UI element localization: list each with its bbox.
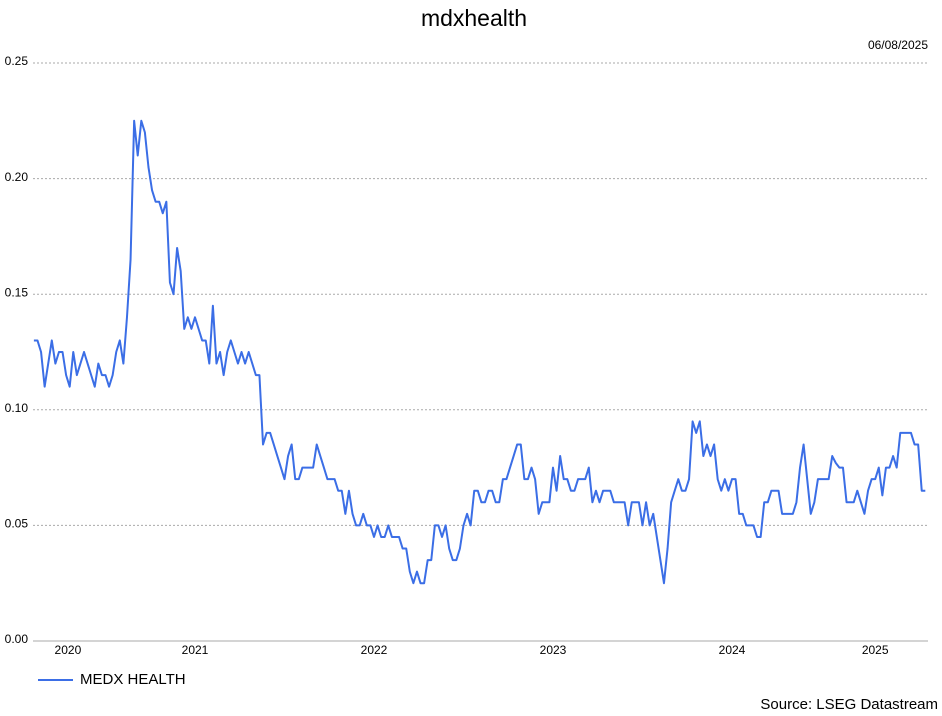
date-label: 06/08/2025 [868, 38, 928, 52]
x-tick-label: 2024 [719, 643, 746, 657]
x-tick-label: 2021 [182, 643, 209, 657]
y-tick-label: 0.25 [5, 54, 29, 68]
y-tick-label: 0.20 [5, 170, 29, 184]
source-label: Source: LSEG Datastream [760, 696, 938, 713]
x-tick-label: 2020 [55, 643, 82, 657]
y-tick-label: 0.00 [5, 632, 29, 646]
y-tick-label: 0.10 [5, 401, 29, 415]
chart-title: mdxhealth [421, 5, 527, 31]
x-tick-label: 2025 [862, 643, 889, 657]
y-tick-label: 0.15 [5, 285, 29, 299]
series-line [33, 119, 926, 585]
x-tick-label: 2023 [540, 643, 567, 657]
x-tick-label: 2022 [361, 643, 388, 657]
legend-label: MEDX HEALTH [80, 671, 186, 688]
y-tick-label: 0.05 [5, 517, 29, 531]
